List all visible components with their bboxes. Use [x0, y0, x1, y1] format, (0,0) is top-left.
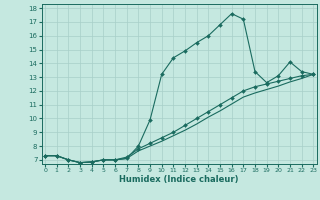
X-axis label: Humidex (Indice chaleur): Humidex (Indice chaleur): [119, 175, 239, 184]
